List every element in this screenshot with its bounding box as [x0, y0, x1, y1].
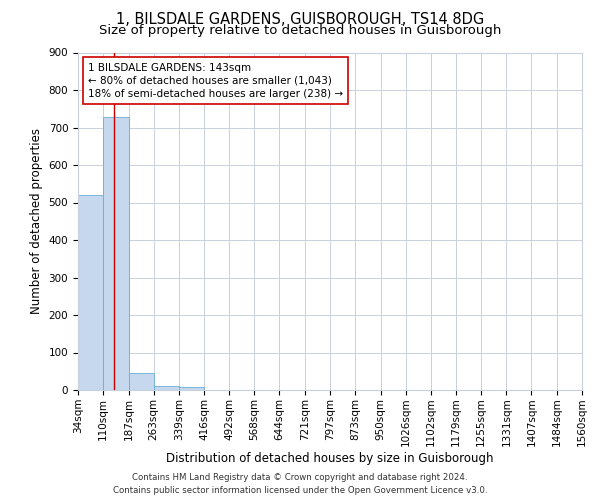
Y-axis label: Number of detached properties: Number of detached properties [30, 128, 43, 314]
Bar [78, 195, 103, 390]
Bar [103, 117, 128, 390]
Text: Contains HM Land Registry data © Crown copyright and database right 2024.
Contai: Contains HM Land Registry data © Crown c… [113, 474, 487, 495]
Text: 1 BILSDALE GARDENS: 143sqm
← 80% of detached houses are smaller (1,043)
18% of s: 1 BILSDALE GARDENS: 143sqm ← 80% of deta… [88, 62, 343, 99]
X-axis label: Distribution of detached houses by size in Guisborough: Distribution of detached houses by size … [166, 452, 494, 465]
Text: Size of property relative to detached houses in Guisborough: Size of property relative to detached ho… [99, 24, 501, 37]
Text: 1, BILSDALE GARDENS, GUISBOROUGH, TS14 8DG: 1, BILSDALE GARDENS, GUISBOROUGH, TS14 8… [116, 12, 484, 28]
Bar [128, 373, 154, 390]
Bar [154, 386, 179, 390]
Bar [179, 387, 204, 390]
